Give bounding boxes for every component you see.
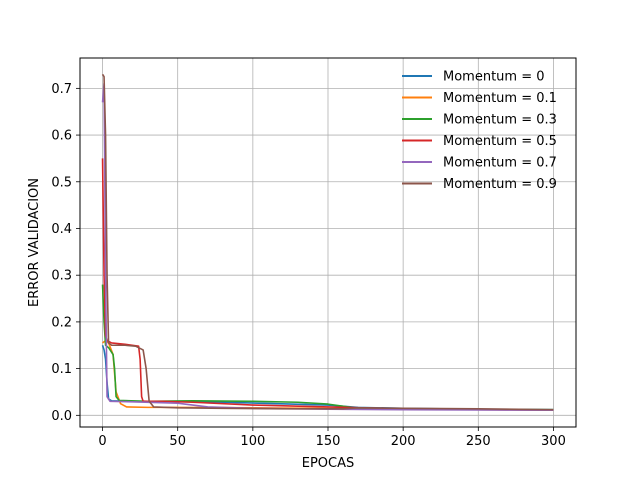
legend-label-1: Momentum = 0.1	[443, 91, 557, 106]
legend-label-4: Momentum = 0.7	[443, 156, 557, 171]
legend-label-2: Momentum = 0.3	[443, 113, 557, 128]
x-tick-label: 0	[98, 434, 106, 449]
x-tick-label: 300	[541, 434, 566, 449]
x-tick-label: 150	[316, 434, 341, 449]
y-tick-label: 0.5	[51, 175, 72, 190]
legend: Momentum = 0 Momentum = 0.1 Momentum = 0.3…	[402, 70, 557, 192]
x-tick-label: 50	[169, 434, 186, 449]
x-tick-label: 100	[240, 434, 265, 449]
y-tick-label: 0.4	[51, 222, 72, 237]
y-tick-label: 0.3	[51, 269, 72, 284]
y-tick-label: 0.6	[51, 129, 72, 144]
plot-area	[101, 73, 554, 411]
grid	[80, 58, 576, 427]
x-tick-label: 250	[466, 434, 491, 449]
x-tick-label: 200	[391, 434, 416, 449]
axis-ticks: 0 50 100 150 200 250 300 0.0 0.1 0.2 0.3 0.4 0.5 0.6 0…	[51, 82, 566, 449]
legend-label-3: Momentum = 0.5	[443, 134, 557, 149]
series-line-5	[101, 73, 554, 411]
x-axis-label: EPOCAS	[302, 456, 355, 471]
y-axis-label: ERROR VALIDACION	[27, 178, 42, 307]
y-tick-label: 0.1	[51, 362, 72, 377]
y-tick-label: 0.7	[51, 82, 72, 97]
y-tick-label: 0.0	[51, 409, 72, 424]
legend-label-5: Momentum = 0.9	[443, 177, 557, 192]
y-tick-label: 0.2	[51, 315, 72, 330]
legend-label-0: Momentum = 0	[443, 70, 545, 85]
